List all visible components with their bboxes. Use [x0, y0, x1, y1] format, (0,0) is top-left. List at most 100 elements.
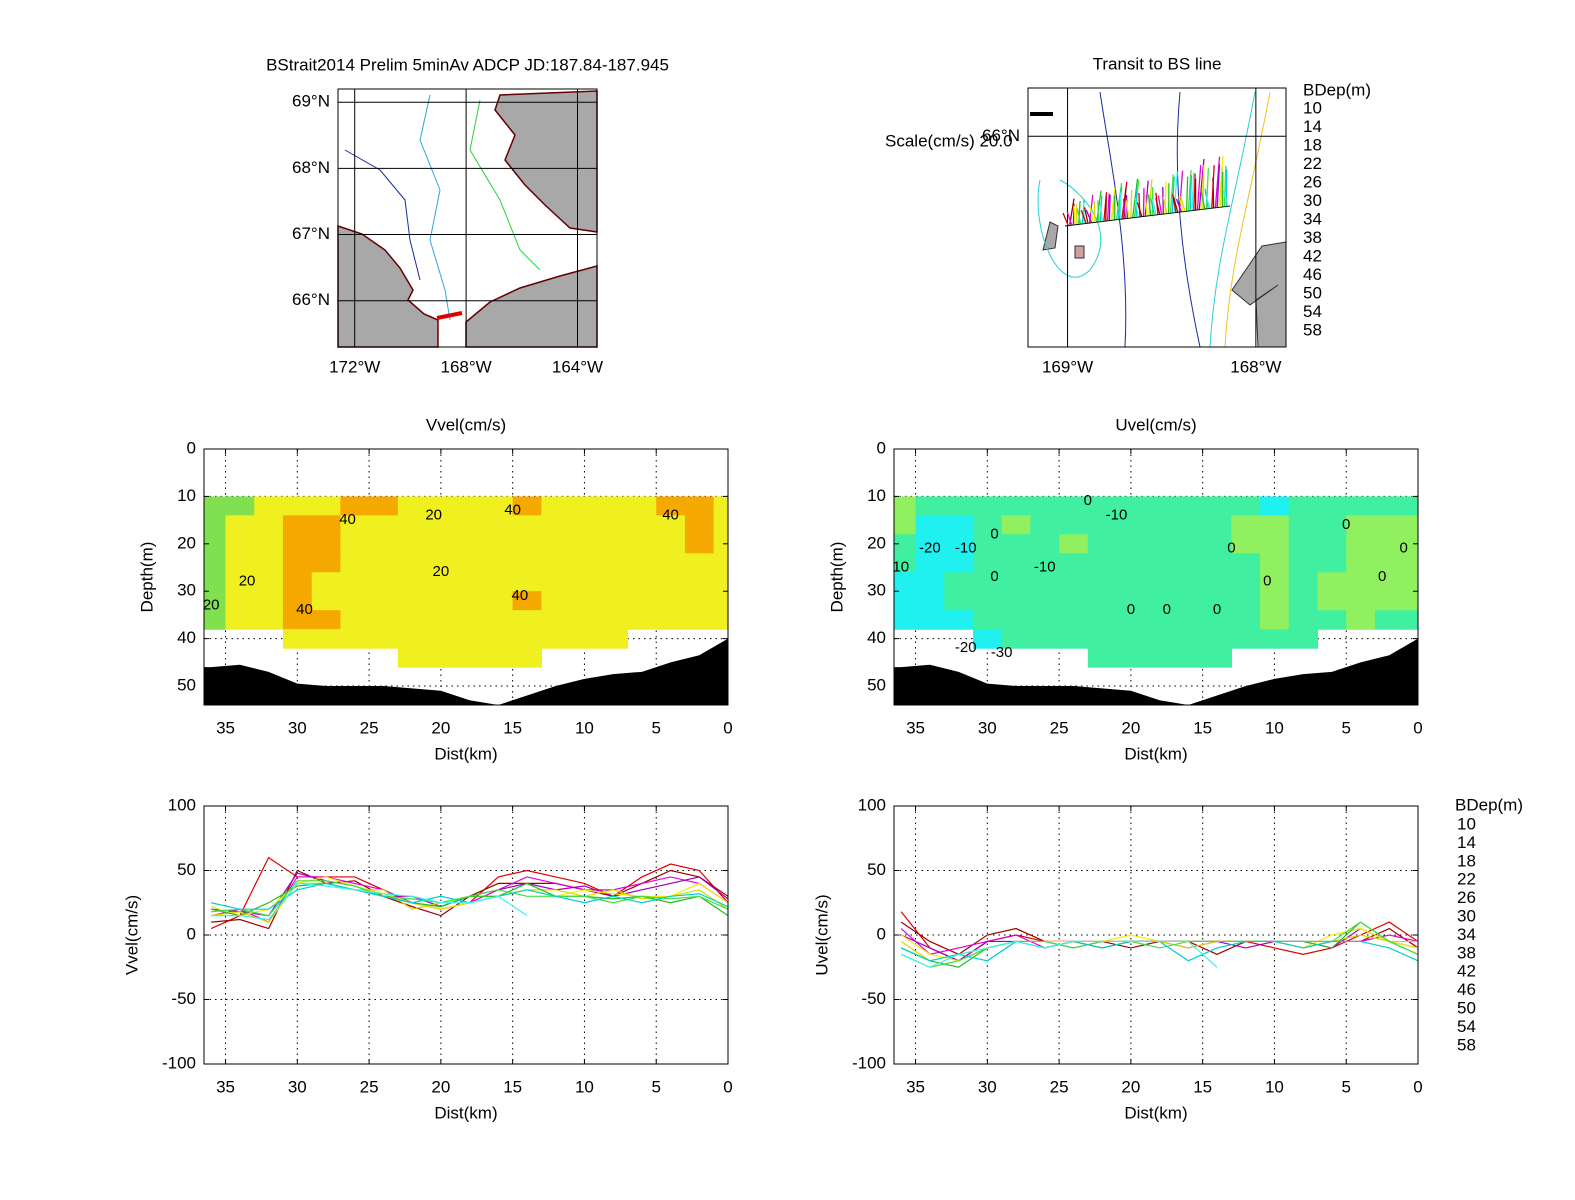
contour-cell [455, 496, 485, 516]
contour-cell [512, 496, 542, 516]
contour-cell [1346, 572, 1376, 592]
contour-label: 0 [1084, 492, 1092, 509]
y-tick-label: 66°N [982, 126, 1020, 145]
contour-cell [1231, 553, 1261, 573]
velocity-stick [1130, 190, 1133, 218]
velocity-stick [1178, 195, 1184, 212]
x-tick-label: 25 [360, 1077, 379, 1096]
contour-label: 0 [1227, 540, 1235, 557]
contour-cell [1260, 610, 1290, 630]
contour-cell [483, 648, 514, 668]
velocity-stick [1148, 179, 1153, 216]
velocity-stick [1216, 164, 1221, 208]
contour-cell [1231, 534, 1261, 554]
contour-cell [944, 496, 974, 516]
contour-label: 20 [425, 506, 442, 523]
contour-cell [1202, 591, 1232, 611]
contour-cell [1317, 572, 1347, 592]
contour-cell [1231, 572, 1261, 592]
contour-cell [627, 610, 657, 630]
contour-cell [1001, 629, 1031, 649]
contour-cell [225, 534, 255, 554]
contour-cell [1173, 610, 1204, 630]
x-tick-label: 20 [431, 1077, 450, 1096]
x-tick-label: 0 [723, 1077, 732, 1096]
contour-cell [1260, 496, 1290, 516]
contour-cell [713, 496, 728, 516]
contour-cell [894, 610, 917, 630]
y-tick-label: 0 [187, 438, 196, 457]
contour-label: 0 [1127, 601, 1135, 618]
contour-cell [1202, 496, 1232, 516]
axes-box [203, 448, 729, 706]
contour-cell [1374, 515, 1405, 535]
contour-cell [1087, 515, 1118, 535]
x-tick-label: 5 [651, 1077, 660, 1096]
contour-cell [1059, 534, 1089, 554]
x-tick-label: 15 [1193, 718, 1212, 737]
contour-cell [1317, 591, 1347, 611]
contour-cell [541, 553, 571, 573]
contour-cell [1260, 515, 1290, 535]
contour-cell [656, 515, 686, 535]
plot-area [338, 89, 597, 347]
contour-cell [1087, 610, 1118, 630]
velocity-stick [1076, 208, 1082, 224]
contour-cell [627, 572, 657, 592]
contour-cell [1059, 553, 1089, 573]
contour-cell [1116, 572, 1146, 592]
contour-cell [225, 553, 255, 573]
legend-entry: 50 [1457, 998, 1476, 1017]
velocity-stick [1096, 190, 1102, 222]
contour-cell [972, 515, 1003, 535]
contour-cell [483, 553, 514, 573]
y-tick-label: 20 [867, 533, 886, 552]
contour-cell [397, 591, 428, 611]
legend-entry: 58 [1457, 1035, 1476, 1054]
contour-cell [1260, 572, 1290, 592]
y-tick-label: 40 [177, 628, 196, 647]
contour-cell [512, 553, 542, 573]
contour-cell [282, 629, 313, 649]
y-tick-label: -100 [852, 1053, 886, 1072]
contour-cell [1346, 553, 1376, 573]
contour-cell [225, 591, 255, 611]
contour-cell [204, 553, 227, 573]
contour-cell [656, 496, 686, 516]
contour-cell [598, 572, 629, 592]
contour-cell [598, 534, 629, 554]
y-tick-label: 50 [177, 676, 196, 695]
contour-cell [254, 534, 284, 554]
contour-cell [915, 496, 945, 516]
contour-cell [1030, 610, 1060, 630]
contour-cell [1403, 534, 1418, 554]
contour-cell [972, 553, 1003, 573]
contour-cell [541, 629, 571, 649]
contour-cell [340, 553, 370, 573]
velocity-stick [1220, 167, 1223, 207]
y-tick-label: -100 [162, 1053, 196, 1072]
contour-cell [944, 553, 974, 573]
x-tick-label: 35 [216, 718, 235, 737]
x-tick-label: 169°W [1042, 357, 1093, 376]
contour-cell [225, 496, 255, 516]
contour-cell [204, 534, 227, 554]
contour-cell [1001, 515, 1031, 535]
contour-cell [713, 591, 728, 611]
contour-cell [1116, 515, 1146, 535]
velocity-stick [1089, 206, 1094, 223]
contour-cell [1116, 496, 1146, 516]
contour-cell [570, 515, 600, 535]
contour-cell [598, 515, 629, 535]
y-tick-label: 50 [867, 860, 886, 879]
velocity-stick [1119, 192, 1122, 219]
contour-cell [1116, 591, 1146, 611]
contour-cell [1173, 553, 1204, 573]
contour-cell [1087, 648, 1118, 668]
contour-cell [972, 496, 1003, 516]
contour-cell [1403, 553, 1418, 573]
contour-cell [204, 572, 227, 592]
velocity-stick [1169, 174, 1174, 213]
land [1042, 221, 1059, 251]
